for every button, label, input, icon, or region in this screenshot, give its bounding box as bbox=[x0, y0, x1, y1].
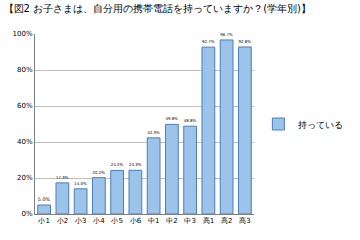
svg-text:14.0%: 14.0% bbox=[74, 181, 87, 186]
svg-text:60%: 60% bbox=[17, 102, 33, 110]
svg-text:小4: 小4 bbox=[93, 217, 105, 225]
svg-text:【図2 お子さまは、自分用の携帯電話を持っていますか？(学年: 【図2 お子さまは、自分用の携帯電話を持っていますか？(学年別)】 bbox=[4, 3, 311, 14]
svg-text:高3: 高3 bbox=[239, 217, 250, 225]
svg-text:42.3%: 42.3% bbox=[147, 130, 160, 135]
svg-text:20.2%: 20.2% bbox=[93, 170, 106, 175]
svg-text:92.7%: 92.7% bbox=[202, 39, 215, 44]
svg-text:92.8%: 92.8% bbox=[239, 39, 252, 44]
svg-text:小5: 小5 bbox=[111, 217, 122, 225]
svg-text:100%: 100% bbox=[13, 30, 33, 38]
svg-text:小6: 小6 bbox=[130, 217, 142, 225]
svg-text:0%: 0% bbox=[21, 210, 32, 218]
svg-text:40%: 40% bbox=[17, 138, 33, 146]
svg-text:高1: 高1 bbox=[203, 217, 214, 225]
svg-text:49.8%: 49.8% bbox=[166, 116, 179, 121]
svg-text:高2: 高2 bbox=[221, 217, 232, 225]
svg-text:24.2%: 24.2% bbox=[111, 162, 124, 167]
svg-text:小1: 小1 bbox=[38, 217, 49, 225]
svg-text:48.8%: 48.8% bbox=[184, 118, 197, 123]
svg-text:5.0%: 5.0% bbox=[38, 196, 51, 202]
svg-text:96.7%: 96.7% bbox=[220, 32, 233, 37]
svg-text:24.3%: 24.3% bbox=[129, 162, 142, 167]
svg-text:中2: 中2 bbox=[166, 217, 177, 225]
svg-text:中3: 中3 bbox=[184, 217, 195, 225]
svg-text:小2: 小2 bbox=[57, 217, 68, 225]
svg-text:小3: 小3 bbox=[75, 217, 86, 225]
svg-text:20%: 20% bbox=[17, 174, 33, 182]
svg-text:80%: 80% bbox=[17, 66, 33, 74]
svg-text:17.3%: 17.3% bbox=[56, 175, 69, 180]
svg-text:中1: 中1 bbox=[148, 217, 159, 225]
svg-text:持っている: 持っている bbox=[298, 120, 343, 130]
